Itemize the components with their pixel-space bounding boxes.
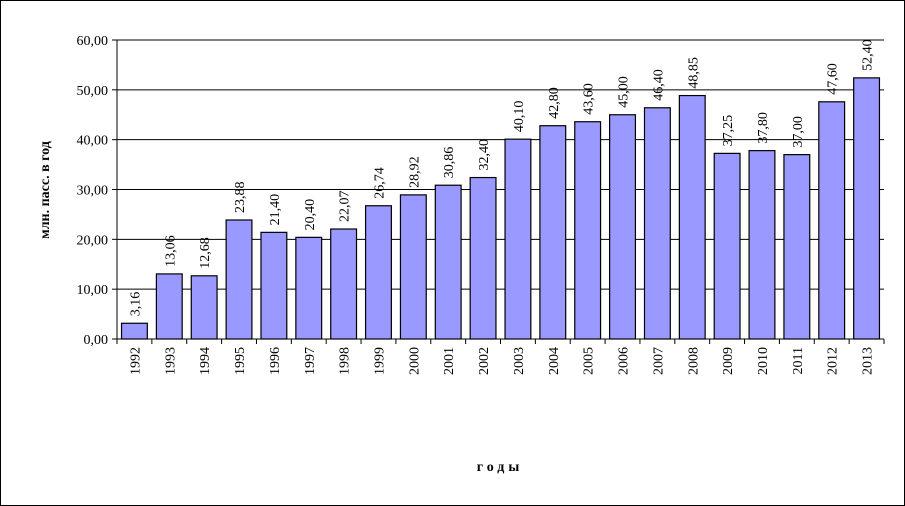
bar-2013 — [853, 77, 881, 340]
value-label: 22,07 — [338, 191, 353, 223]
value-label: 21,40 — [268, 194, 283, 226]
value-label: 46,40 — [651, 69, 666, 101]
bar-1996 — [260, 231, 288, 340]
bar-1995 — [225, 219, 253, 340]
bars — [120, 77, 881, 340]
y-tick-label: 50,00 — [77, 84, 109, 99]
x-axis-label: годы — [477, 460, 524, 475]
x-tick-label: 2001 — [442, 347, 457, 375]
x-tick-label: 2005 — [582, 347, 597, 375]
x-tick-label: 2006 — [617, 347, 632, 375]
bar-2002 — [469, 176, 497, 340]
x-tick-label: 1999 — [372, 347, 387, 375]
x-tick-label: 2000 — [407, 347, 422, 375]
value-label: 37,80 — [756, 112, 771, 144]
x-tick-label: 2011 — [791, 347, 806, 374]
y-tick-label: 20,00 — [77, 233, 109, 248]
axes — [112, 39, 885, 344]
x-tick-label: 1994 — [198, 347, 213, 375]
bar-1992 — [120, 322, 148, 340]
x-tick-label: 2007 — [651, 347, 666, 375]
value-label: 45,00 — [617, 76, 632, 108]
value-label: 48,85 — [686, 57, 701, 89]
bar-2011 — [783, 154, 811, 340]
bar-2009 — [713, 152, 741, 340]
bar-2001 — [434, 184, 462, 340]
y-tick-label: 60,00 — [77, 34, 109, 49]
x-tick-label: 2009 — [721, 347, 736, 375]
y-tick-label: 40,00 — [77, 134, 109, 149]
x-tick-label: 2004 — [547, 347, 562, 375]
x-tick-label: 1992 — [128, 347, 143, 375]
bar-1993 — [155, 273, 183, 340]
x-tick-label: 2002 — [477, 347, 492, 375]
x-tick-label: 2010 — [756, 347, 771, 375]
x-tick-label: 1995 — [233, 347, 248, 375]
value-label: 37,00 — [791, 116, 806, 148]
bar-2007 — [643, 107, 671, 340]
bar-2004 — [539, 125, 567, 340]
value-label: 13,06 — [163, 235, 178, 267]
x-tick-label: 2013 — [861, 347, 876, 375]
y-tick-label: 10,00 — [77, 283, 109, 298]
value-label: 32,40 — [477, 139, 492, 171]
value-label: 23,88 — [233, 181, 248, 213]
bar-1999 — [364, 205, 392, 340]
y-tick-label: 30,00 — [77, 184, 109, 199]
x-tick-label: 1993 — [163, 347, 178, 375]
value-label: 42,80 — [547, 87, 562, 119]
x-tick-label: 1996 — [268, 347, 283, 375]
bar-2006 — [609, 114, 637, 340]
value-label: 43,60 — [582, 83, 597, 115]
x-tick-label: 1997 — [303, 347, 318, 375]
bar-1997 — [295, 236, 323, 340]
y-axis-label: млн. пасс. в год — [38, 141, 53, 239]
bar-2005 — [574, 121, 602, 340]
bar-1998 — [330, 228, 358, 340]
y-tick-label: 0,00 — [84, 333, 109, 348]
x-tick-label: 2012 — [826, 347, 841, 375]
value-label: 40,10 — [512, 101, 527, 133]
x-tick-label: 2003 — [512, 347, 527, 375]
value-label: 52,40 — [861, 39, 876, 71]
value-label: 3,16 — [128, 292, 143, 317]
value-label: 20,40 — [303, 199, 318, 231]
labels: 0,00 10,00 20,00 30,00 40,00 50,00 60,00 3,16 19… — [77, 34, 876, 375]
value-label: 47,60 — [826, 63, 841, 95]
bar-2010 — [748, 150, 776, 340]
value-label: 30,86 — [442, 147, 457, 179]
value-label: 37,25 — [721, 115, 736, 147]
bar-2003 — [504, 138, 532, 340]
x-tick-label: 2008 — [686, 347, 701, 375]
bar-2012 — [818, 101, 846, 340]
bar-2000 — [399, 194, 427, 340]
value-label: 28,92 — [407, 156, 422, 188]
x-tick-label: 1998 — [338, 347, 353, 375]
value-label: 12,68 — [198, 237, 213, 269]
value-label: 26,74 — [372, 167, 387, 199]
bar-1994 — [190, 275, 218, 340]
bar-2008 — [678, 94, 706, 340]
